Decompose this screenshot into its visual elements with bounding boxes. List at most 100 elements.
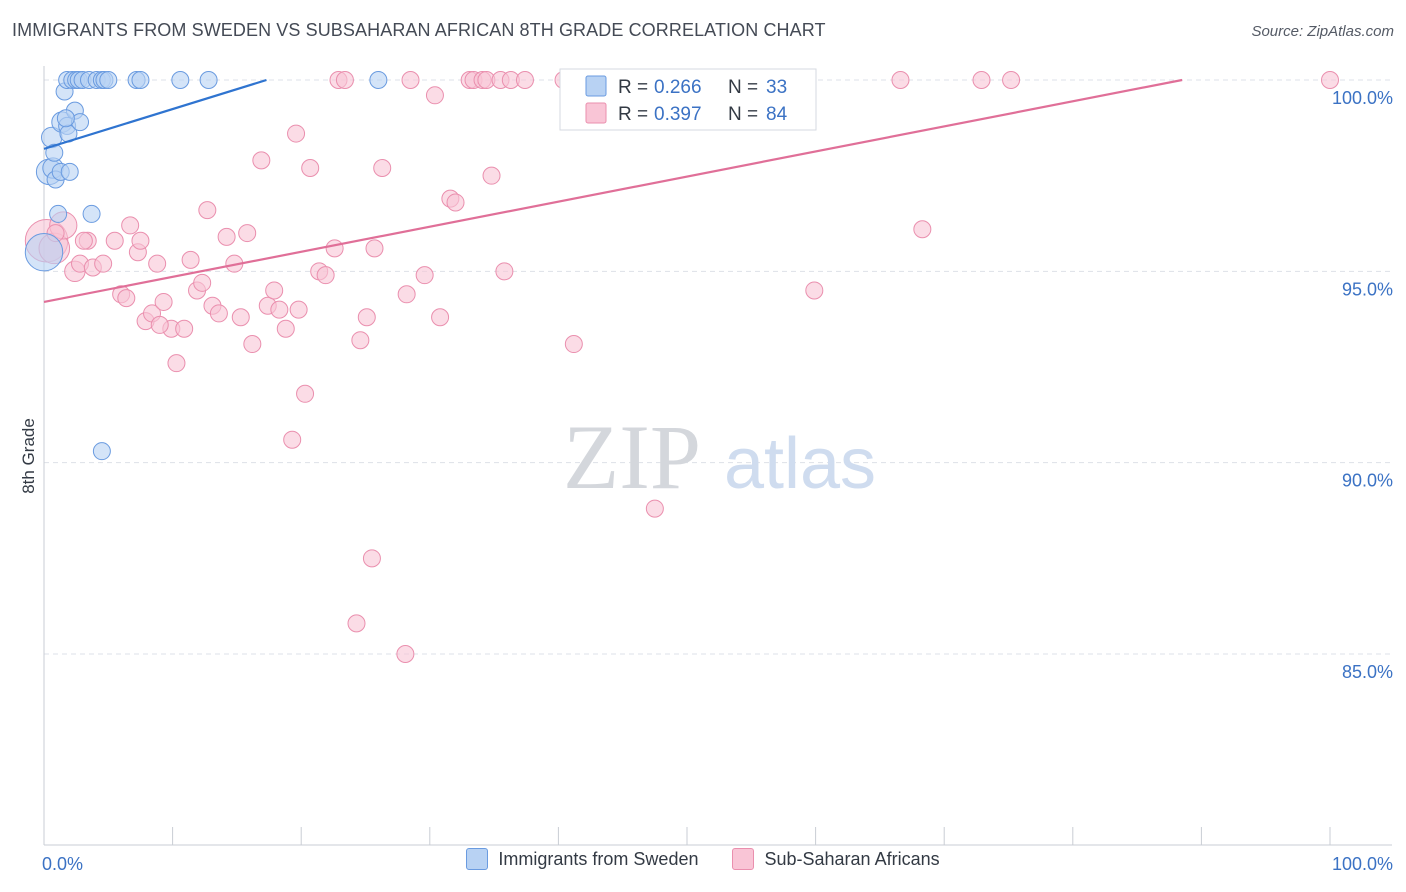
legend-item-sweden[interactable]: Immigrants from Sweden	[466, 848, 698, 870]
point-sweden	[45, 143, 64, 162]
point-sweden	[82, 204, 101, 223]
point-ssa	[217, 227, 236, 246]
chart-title: IMMIGRANTS FROM SWEDEN VS SUBSAHARAN AFR…	[12, 20, 826, 40]
axes	[43, 66, 1392, 846]
point-ssa	[347, 614, 366, 633]
stats-n-value-ssa: 84	[766, 104, 788, 125]
point-ssa	[515, 71, 534, 89]
point-ssa	[425, 86, 444, 105]
point-ssa	[446, 193, 465, 212]
stats-n-label-ssa: N =	[728, 104, 758, 125]
y-axis-label: 8th Grade	[19, 418, 38, 494]
point-ssa	[74, 231, 93, 250]
stats-r-label-ssa: R =	[618, 104, 648, 125]
point-ssa	[193, 273, 212, 292]
point-ssa	[117, 289, 136, 308]
point-ssa	[431, 308, 450, 327]
point-ssa	[397, 285, 416, 304]
watermark-zip: ZIP	[563, 406, 701, 508]
legend-label-ssa: Sub-Saharan Africans	[764, 848, 940, 869]
chart-source: Source: ZipAtlas.com	[1251, 23, 1394, 40]
point-ssa	[150, 315, 169, 334]
trend-lines	[43, 78, 1183, 304]
point-ssa	[231, 308, 250, 327]
point-ssa	[365, 239, 384, 258]
point-ssa	[335, 71, 354, 89]
trendline-sweden	[43, 78, 267, 150]
point-ssa	[396, 645, 415, 663]
point-ssa	[209, 304, 228, 323]
y-tick-label: 100.0%	[1332, 88, 1393, 108]
point-ssa	[265, 281, 284, 300]
series-sweden-points	[24, 71, 388, 461]
stats-n-label-sweden: N =	[728, 77, 758, 98]
legend-swatch-sweden	[466, 848, 489, 870]
point-sweden	[49, 204, 68, 223]
point-ssa	[131, 231, 150, 250]
point-sweden	[131, 71, 150, 89]
point-ssa	[270, 300, 289, 319]
y-tick-label: 95.0%	[1342, 279, 1393, 299]
stats-r-value-sweden: 0.266	[654, 77, 702, 98]
point-ssa	[181, 250, 200, 269]
point-ssa	[325, 239, 344, 258]
watermark: ZIP atlas	[563, 406, 876, 508]
point-ssa	[252, 151, 271, 170]
point-ssa	[243, 335, 262, 354]
series-ssa-points	[24, 71, 1339, 663]
point-ssa	[316, 266, 335, 285]
point-ssa	[495, 262, 514, 281]
trendline-ssa	[43, 78, 1183, 304]
point-ssa	[415, 266, 434, 285]
x-tick-label: 100.0%	[1332, 854, 1393, 874]
point-ssa	[351, 331, 370, 350]
point-ssa	[121, 216, 140, 235]
point-ssa	[167, 354, 186, 373]
point-ssa	[482, 166, 501, 185]
point-ssa	[913, 220, 932, 239]
stats-r-value-ssa: 0.397	[654, 104, 702, 125]
point-ssa	[287, 124, 306, 143]
legend-item-ssa[interactable]: Sub-Saharan Africans	[732, 848, 940, 870]
point-sweden	[199, 71, 218, 89]
point-ssa	[357, 308, 376, 327]
y-tick-label: 90.0%	[1342, 471, 1393, 491]
point-ssa	[283, 430, 302, 449]
tick-labels: 100.0% 95.0% 90.0% 85.0% 0.0% 100.0%	[42, 88, 1393, 874]
point-ssa	[1321, 71, 1339, 89]
gridlines	[44, 79, 1392, 655]
point-ssa	[401, 71, 420, 89]
stats-r-label-sweden: R =	[618, 77, 648, 98]
point-ssa	[276, 319, 295, 338]
y-tick-label: 85.0%	[1342, 662, 1393, 682]
point-ssa	[198, 201, 217, 220]
point-ssa	[645, 499, 664, 518]
point-ssa	[175, 319, 194, 338]
point-ssa	[362, 549, 381, 568]
point-sweden	[56, 109, 75, 128]
point-ssa	[373, 159, 392, 178]
point-ssa	[1002, 71, 1021, 89]
legend-label-sweden: Immigrants from Sweden	[498, 848, 699, 869]
legend-swatch-ssa	[732, 848, 755, 870]
point-ssa	[289, 300, 308, 319]
point-ssa	[805, 281, 824, 300]
watermark-atlas: atlas	[724, 424, 876, 504]
point-sweden	[60, 162, 79, 181]
stats-n-value-sweden: 33	[766, 77, 787, 98]
point-sweden	[171, 71, 190, 89]
point-ssa	[296, 384, 315, 403]
point-ssa	[154, 292, 173, 311]
point-ssa	[564, 335, 583, 354]
point-ssa	[238, 224, 257, 243]
point-sweden	[369, 71, 388, 89]
point-sweden	[99, 71, 118, 89]
point-ssa	[148, 254, 167, 273]
point-ssa	[972, 71, 991, 89]
point-ssa	[105, 231, 124, 250]
point-ssa	[891, 71, 910, 89]
stats-box: R = 0.266 N = 33 R = 0.397 N = 84	[559, 68, 817, 131]
stats-swatch-sweden	[585, 75, 607, 97]
